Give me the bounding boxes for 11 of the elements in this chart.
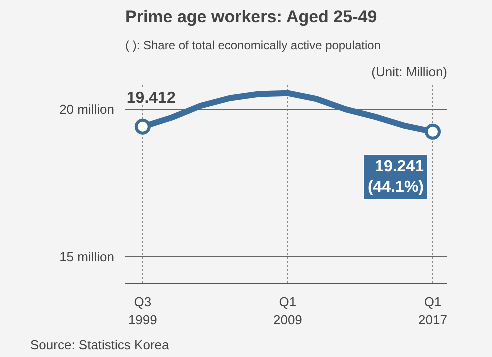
y-tick-label: 15 million xyxy=(60,249,115,264)
y-tick-label: 20 million xyxy=(60,102,115,118)
x-tick-label: Q3 1999 xyxy=(128,294,158,328)
text: (Unit: Million) xyxy=(372,64,448,80)
source-note: Source: Statistics Korea xyxy=(30,338,170,352)
x-tick-label: Q1 2017 xyxy=(418,294,448,328)
annotation: 19.241 (44.1%) xyxy=(368,158,424,196)
annotation: 19.412 xyxy=(126,90,176,107)
chart-subtitle: ( ): Share of total economically active population xyxy=(126,38,381,52)
x-tick-label: Q1 2009 xyxy=(273,294,302,328)
chart-title: Prime age workers: Aged 25-49 xyxy=(126,8,378,26)
